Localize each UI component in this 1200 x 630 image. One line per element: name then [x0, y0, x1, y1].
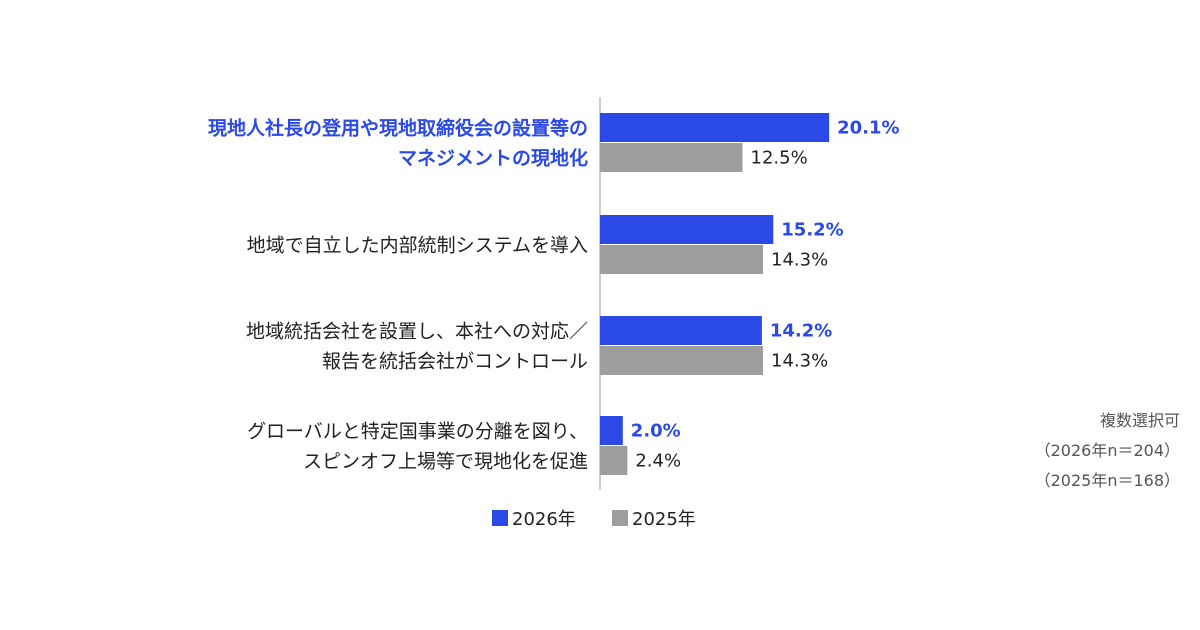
category-labels: 現地人社長の登用や現地取締役会の設置等のマネジメントの現地化地域で自立した内部統…	[208, 117, 588, 473]
category-label-3-line0: グローバルと特定国事業の分離を図り、	[247, 421, 588, 443]
legend-label-2025: 2025年	[632, 509, 696, 530]
bar-2026-cat0	[600, 113, 830, 142]
bar-2025-cat0	[600, 143, 743, 172]
value-label-2026-cat1: 15.2%	[781, 220, 843, 241]
bar-2025-cat2	[600, 346, 764, 375]
category-label-2-line0: 地域統括会社を設置し、本社への対応／	[246, 321, 588, 343]
bar-2026-cat2	[600, 316, 762, 345]
value-label-2026-cat0: 20.1%	[837, 118, 899, 139]
value-label-2025-cat1: 14.3%	[771, 250, 828, 271]
category-label-0-line1: マネジメントの現地化	[398, 147, 588, 170]
bar-2025-cat1	[600, 245, 764, 274]
category-label-0-line0: 現地人社長の登用や現地取締役会の設置等の	[208, 117, 588, 140]
note-line-2025: （2025年n＝168）	[1035, 471, 1180, 490]
category-label-1-line0: 地域で自立した内部統制システムを導入	[247, 235, 588, 257]
value-label-2026-cat2: 14.2%	[770, 321, 832, 342]
bar-2026-cat1	[600, 215, 774, 244]
legend: 2026年 2025年	[492, 509, 696, 530]
legend-label-2026: 2026年	[512, 509, 576, 530]
value-label-2025-cat0: 12.5%	[751, 148, 808, 169]
value-label-2025-cat3: 2.4%	[635, 451, 681, 472]
value-label-2026-cat3: 2.0%	[631, 421, 681, 442]
note-title: 複数選択可	[1100, 411, 1180, 430]
bar-2026-cat3	[600, 416, 623, 445]
bar-2025-cat3	[600, 446, 628, 475]
sample-size-note: 複数選択可 （2026年n＝204） （2025年n＝168）	[1035, 411, 1180, 490]
bar-group: 20.1% 12.5% 15.2% 14.3% 14.2% 14.3% 2.0% 2.4%	[600, 113, 900, 475]
value-label-2025-cat2: 14.3%	[771, 351, 828, 372]
category-label-3-line1: スピンオフ上場等で現地化を促進	[303, 451, 588, 473]
legend-swatch-2025	[612, 510, 628, 526]
category-label-2-line1: 報告を統括会社がコントロール	[322, 351, 588, 373]
legend-swatch-2026	[492, 510, 508, 526]
note-line-2026: （2026年n＝204）	[1035, 441, 1180, 460]
